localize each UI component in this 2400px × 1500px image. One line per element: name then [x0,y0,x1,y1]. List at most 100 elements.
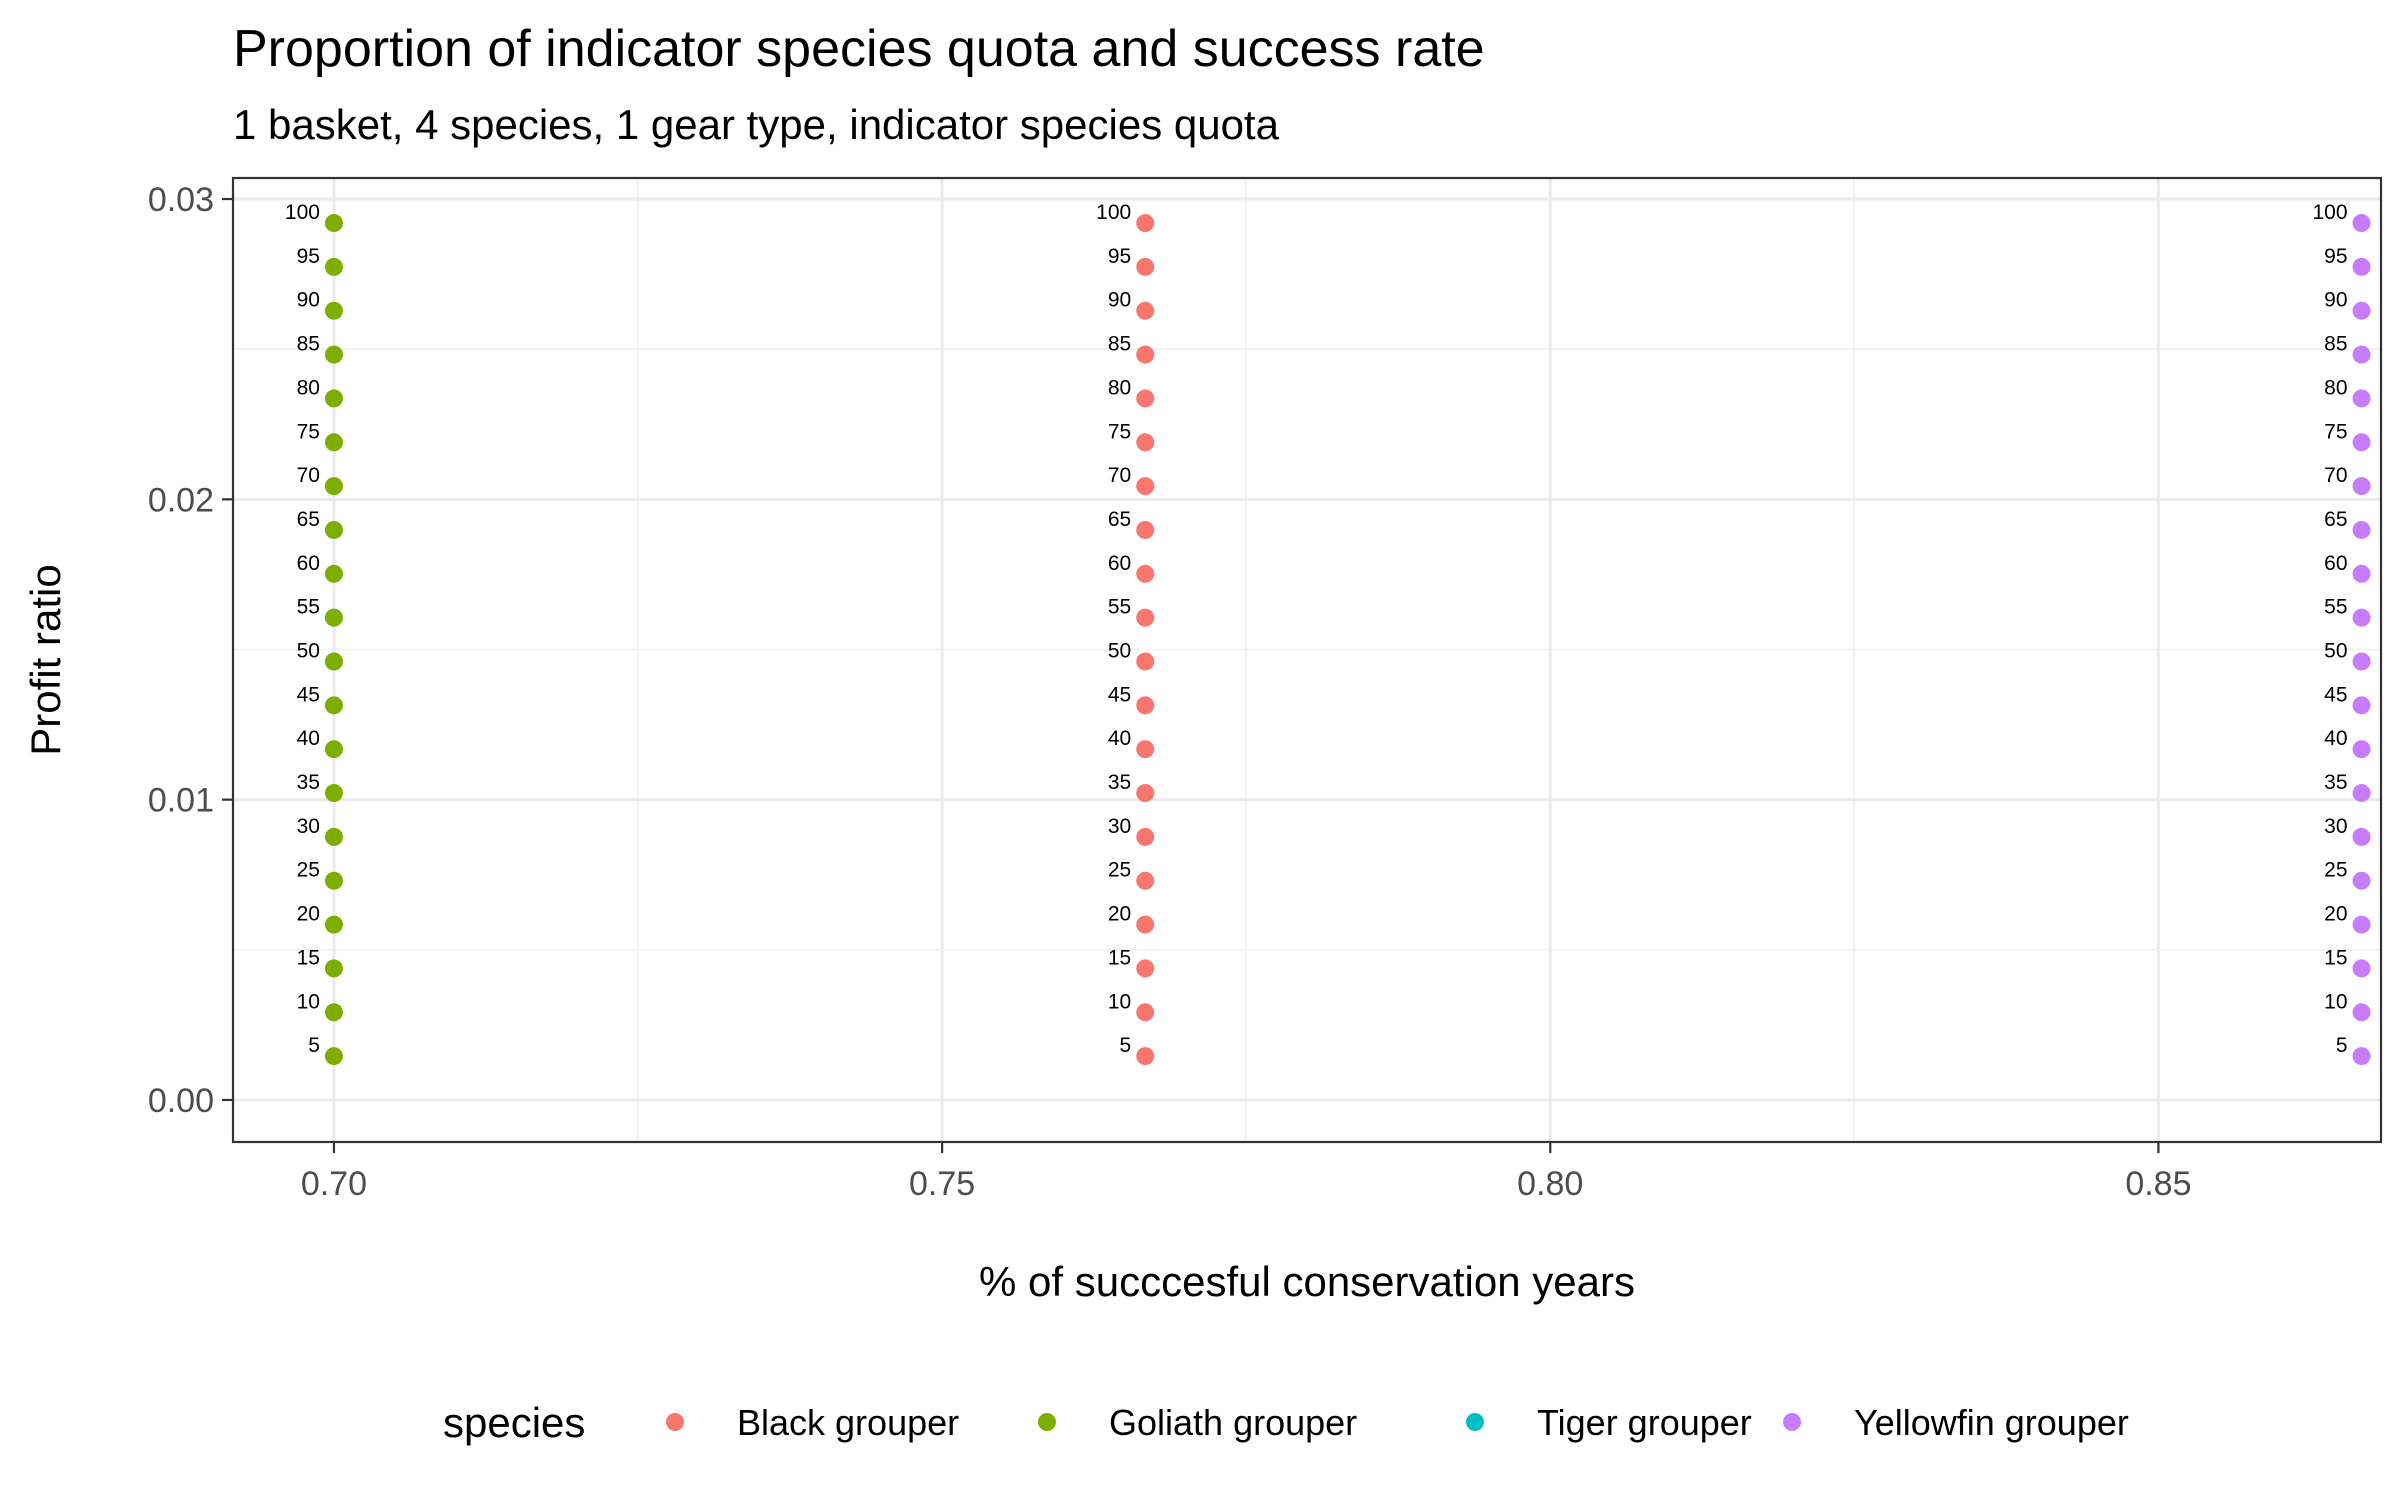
data-point-label: 45 [297,683,320,706]
data-point [324,827,343,846]
data-point-label: 55 [297,596,320,619]
legend-key [1466,1413,1484,1431]
data-point-label: 55 [2324,596,2347,619]
data-point-label: 55 [1108,596,1131,619]
data-point [1136,652,1155,671]
data-point [324,784,343,803]
data-point [2352,959,2371,978]
data-point-label: 25 [1108,859,1131,882]
data-point-label: 85 [297,333,320,356]
data-point [324,257,343,276]
data-point [1136,564,1155,583]
data-point-label: 90 [2324,289,2347,312]
data-point [1136,608,1155,627]
data-point-label: 10 [2324,990,2347,1013]
data-point [1136,257,1155,276]
x-tick-label: 0.85 [2125,1165,2191,1203]
data-point [2352,345,2371,364]
data-point [324,608,343,627]
data-point-label: 90 [297,289,320,312]
data-point [1136,345,1155,364]
y-tick-label: 0.02 [148,481,214,519]
data-point-label: 20 [1108,903,1131,926]
data-point [324,1047,343,1066]
data-point-label: 20 [297,903,320,926]
data-point-label: 30 [2324,815,2347,838]
chart-title: Proportion of indicator species quota an… [233,20,1485,78]
data-point-label: 85 [1108,333,1131,356]
x-axis-title: % of succcesful conservation years [979,1258,1635,1305]
data-point-label: 95 [2324,245,2347,268]
data-point [2352,564,2371,583]
data-point-labels: 5101520253035404550556065707580859095100… [285,201,2348,1057]
data-point-label: 65 [297,508,320,531]
data-point-label: 45 [2324,683,2347,706]
data-point [324,652,343,671]
data-point [324,520,343,539]
data-point-label: 25 [2324,859,2347,882]
data-point-label: 50 [1108,640,1131,663]
data-point-label: 5 [2336,1034,2348,1057]
data-point [1136,827,1155,846]
data-point-label: 15 [1108,946,1131,969]
data-point-label: 20 [2324,903,2347,926]
data-point [324,345,343,364]
data-point [2352,1003,2371,1022]
data-point-label: 65 [1108,508,1131,531]
data-point [2352,871,2371,890]
y-tick-label: 0.03 [148,181,214,219]
x-axis: 0.70 0.75 0.80 0.85 [301,1142,2192,1203]
data-point [1136,871,1155,890]
data-point-label: 30 [297,815,320,838]
data-points [324,214,2371,1066]
data-point-label: 80 [297,376,320,399]
legend: species Black grouper Goliath grouper Tige… [443,1399,2129,1446]
data-point [2352,740,2371,759]
data-point [1136,1003,1155,1022]
data-point-label: 70 [1108,464,1131,487]
data-point [324,959,343,978]
data-point [1136,433,1155,452]
data-point-label: 50 [2324,640,2347,663]
data-point [1136,959,1155,978]
data-point-label: 60 [2324,552,2347,575]
data-point [2352,784,2371,803]
legend-key [1783,1413,1801,1431]
data-point [2352,827,2371,846]
data-point [2352,1047,2371,1066]
data-point-label: 25 [297,859,320,882]
data-point-label: 70 [2324,464,2347,487]
data-point [324,477,343,496]
data-point-label: 60 [1108,552,1131,575]
data-point [324,915,343,934]
legend-label: Black grouper [737,1402,959,1443]
data-point-label: 5 [1120,1034,1132,1057]
data-point-label: 80 [2324,376,2347,399]
data-point [2352,915,2371,934]
data-point-label: 60 [297,552,320,575]
data-point [2352,389,2371,408]
data-point-label: 50 [297,640,320,663]
data-point-label: 95 [297,245,320,268]
data-point [324,871,343,890]
data-point [1136,301,1155,320]
data-point [2352,520,2371,539]
data-point [1136,740,1155,759]
data-point [2352,301,2371,320]
minor-gridlines [233,178,2381,1142]
data-point [2352,433,2371,452]
data-point-label: 75 [1108,420,1131,443]
data-point [1136,477,1155,496]
data-point-label: 100 [285,201,320,224]
data-point [1136,1047,1155,1066]
data-point-label: 85 [2324,333,2347,356]
legend-key [1038,1413,1056,1431]
data-point-label: 70 [297,464,320,487]
plot-panel-border [231,176,2383,1144]
data-point [324,214,343,233]
y-tick-label: 0.00 [148,1082,214,1120]
data-point-label: 75 [297,420,320,443]
data-point [2352,652,2371,671]
legend-label: Goliath grouper [1109,1402,1357,1443]
